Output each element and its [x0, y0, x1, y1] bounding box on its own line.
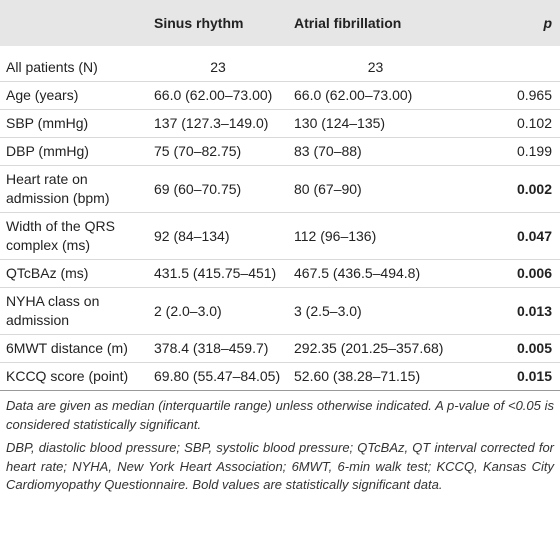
cell: 378.4 (318–459.7): [148, 334, 288, 363]
cell: 431.5 (415.75–451): [148, 259, 288, 288]
table-row: QTcBAz (ms) 431.5 (415.75–451) 467.5 (436.…: [0, 259, 560, 288]
table-row: DBP (mmHg) 75 (70–82.75) 83 (70–88) 0.199: [0, 137, 560, 166]
table-body: All patients (N) 23 23 Age (years) 66.0 (62.…: [0, 46, 560, 391]
cell: 66.0 (62.00–73.00): [288, 81, 463, 110]
cell: 0.199: [463, 137, 560, 166]
cell: 0.015: [463, 362, 560, 391]
table-row: SBP (mmHg) 137 (127.3–149.0) 130 (124–135)…: [0, 109, 560, 138]
cell: 69 (60–70.75): [148, 165, 288, 213]
cell: 69.80 (55.47–84.05): [148, 362, 288, 391]
header-cell: p: [543, 15, 552, 31]
table-row: 6MWT distance (m) 378.4 (318–459.7) 292.35…: [0, 334, 560, 363]
header-cell: Sinus rhythm: [154, 15, 244, 31]
cell: 112 (96–136): [288, 212, 463, 260]
row-label: DBP (mmHg): [0, 137, 148, 166]
cell: 66.0 (62.00–73.00): [148, 81, 288, 110]
row-label: Age (years): [0, 81, 148, 110]
cell: 23: [148, 46, 288, 82]
header-row: Sinus rhythm Atrial fibrillation p: [0, 0, 560, 46]
cell: 80 (67–90): [288, 165, 463, 213]
table-row: All patients (N) 23 23: [0, 46, 560, 82]
cell: 92 (84–134): [148, 212, 288, 260]
header-cell: [0, 0, 148, 46]
cell: [463, 46, 560, 82]
table-row: KCCQ score (point) 69.80 (55.47–84.05) 52.…: [0, 362, 560, 391]
cell: 130 (124–135): [288, 109, 463, 138]
footnote: Data are given as median (interquartile …: [6, 398, 554, 432]
cell: 0.006: [463, 259, 560, 288]
cell: 137 (127.3–149.0): [148, 109, 288, 138]
table-row: NYHA class on admission 2 (2.0–3.0) 3 (2.5…: [0, 287, 560, 335]
cell: 3 (2.5–3.0): [288, 287, 463, 335]
cell: 75 (70–82.75): [148, 137, 288, 166]
cell: 52.60 (38.28–71.15): [288, 362, 463, 391]
row-label: QTcBAz (ms): [0, 259, 148, 288]
row-label: KCCQ score (point): [0, 362, 148, 391]
cell: 0.965: [463, 81, 560, 110]
row-label: 6MWT distance (m): [0, 334, 148, 363]
row-label: SBP (mmHg): [0, 109, 148, 138]
row-label: NYHA class on admission: [0, 287, 148, 335]
cell: 23: [288, 46, 463, 82]
footnotes: Data are given as median (interquartile …: [0, 391, 560, 495]
table-row: Heart rate on admission (bpm) 69 (60–70.7…: [0, 165, 560, 213]
cell: 0.013: [463, 287, 560, 335]
row-label: Width of the QRS complex (ms): [0, 212, 148, 260]
cell: 292.35 (201.25–357.68): [288, 334, 463, 363]
cell: 83 (70–88): [288, 137, 463, 166]
data-table: Sinus rhythm Atrial fibrillation p All pat…: [0, 0, 560, 391]
cell: 0.102: [463, 109, 560, 138]
row-label: Heart rate on admission (bpm): [0, 165, 148, 213]
cell: 0.002: [463, 165, 560, 213]
cell: 2 (2.0–3.0): [148, 287, 288, 335]
cell: 0.005: [463, 334, 560, 363]
cell: 0.047: [463, 212, 560, 260]
row-label: All patients (N): [0, 46, 148, 82]
table-row: Age (years) 66.0 (62.00–73.00) 66.0 (62.00…: [0, 81, 560, 110]
footnote: DBP, diastolic blood pressure; SBP, syst…: [6, 440, 554, 492]
cell: 467.5 (436.5–494.8): [288, 259, 463, 288]
table-row: Width of the QRS complex (ms) 92 (84–134)…: [0, 212, 560, 260]
header-cell: Atrial fibrillation: [294, 15, 402, 31]
